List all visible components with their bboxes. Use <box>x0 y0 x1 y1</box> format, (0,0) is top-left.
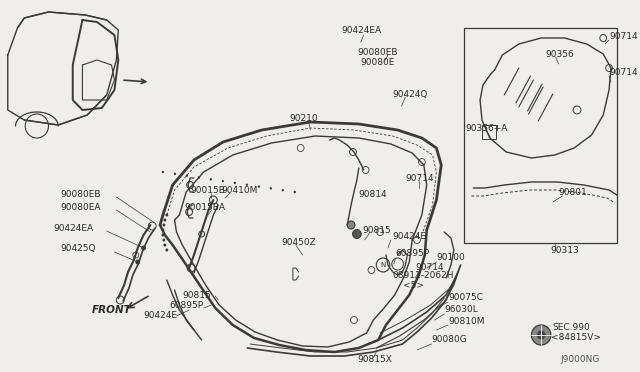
Circle shape <box>161 228 164 231</box>
Text: 90210: 90210 <box>289 113 317 122</box>
Text: 90714: 90714 <box>415 263 444 273</box>
Text: 90424E: 90424E <box>143 311 177 321</box>
Circle shape <box>537 330 545 340</box>
Text: <84815V>: <84815V> <box>551 334 601 343</box>
Text: N: N <box>380 262 386 268</box>
Text: FRONT: FRONT <box>92 305 132 315</box>
Circle shape <box>141 246 146 250</box>
Text: 90080EB: 90080EB <box>60 189 100 199</box>
Circle shape <box>246 183 248 186</box>
Circle shape <box>163 244 166 247</box>
Text: 08911-2062H: 08911-2062H <box>393 270 454 279</box>
Circle shape <box>163 224 165 227</box>
Text: 90450Z: 90450Z <box>281 237 316 247</box>
Circle shape <box>282 189 284 191</box>
Circle shape <box>163 238 165 241</box>
Text: 90015BA: 90015BA <box>184 202 225 212</box>
Text: 90356+A: 90356+A <box>465 124 508 132</box>
Circle shape <box>186 174 188 177</box>
Text: 90100: 90100 <box>436 253 465 263</box>
Text: 90714: 90714 <box>609 32 637 41</box>
Text: 90815X: 90815X <box>357 356 392 365</box>
Text: 90424E: 90424E <box>393 231 427 241</box>
Text: 90815: 90815 <box>182 292 211 301</box>
Text: 90801: 90801 <box>559 187 588 196</box>
Text: 96030L: 96030L <box>444 305 478 314</box>
Text: 90313: 90313 <box>551 246 580 254</box>
Text: 90080EA: 90080EA <box>60 202 100 212</box>
Circle shape <box>221 180 224 182</box>
Text: 90424EA: 90424EA <box>341 26 381 35</box>
Circle shape <box>165 248 168 251</box>
Text: 90080E: 90080E <box>361 58 395 67</box>
Circle shape <box>135 260 140 264</box>
Text: 90075C: 90075C <box>448 294 483 302</box>
Circle shape <box>269 187 272 190</box>
Text: 90080EB: 90080EB <box>357 48 397 57</box>
Circle shape <box>210 178 212 180</box>
Text: 90714: 90714 <box>405 173 434 183</box>
Text: 90424EA: 90424EA <box>53 224 93 232</box>
Text: <5>: <5> <box>403 280 424 289</box>
Circle shape <box>234 182 236 184</box>
Circle shape <box>294 191 296 193</box>
Text: J9000NG: J9000NG <box>561 356 600 365</box>
Text: 90714: 90714 <box>609 67 637 77</box>
Circle shape <box>162 171 164 173</box>
Circle shape <box>198 176 200 179</box>
Text: 90425Q: 90425Q <box>60 244 95 253</box>
Circle shape <box>258 185 260 188</box>
Circle shape <box>347 221 355 229</box>
Circle shape <box>161 234 164 237</box>
Text: 90815: 90815 <box>363 225 392 234</box>
Circle shape <box>163 218 166 221</box>
Text: 90080G: 90080G <box>431 336 467 344</box>
Bar <box>463 28 617 243</box>
Circle shape <box>353 230 361 238</box>
Circle shape <box>165 214 168 217</box>
Text: 90356: 90356 <box>545 49 574 58</box>
Bar <box>482 125 495 139</box>
Text: 60895P: 60895P <box>170 301 204 311</box>
Text: 90814: 90814 <box>359 189 387 199</box>
Text: 90424Q: 90424Q <box>393 90 428 99</box>
Circle shape <box>173 173 176 175</box>
Text: SEC.990: SEC.990 <box>553 324 591 333</box>
Circle shape <box>531 325 551 345</box>
Text: 90015B: 90015B <box>190 186 225 195</box>
Text: 90810M: 90810M <box>448 317 484 327</box>
Text: 90410M: 90410M <box>221 186 257 195</box>
Text: 60895P: 60895P <box>396 250 430 259</box>
